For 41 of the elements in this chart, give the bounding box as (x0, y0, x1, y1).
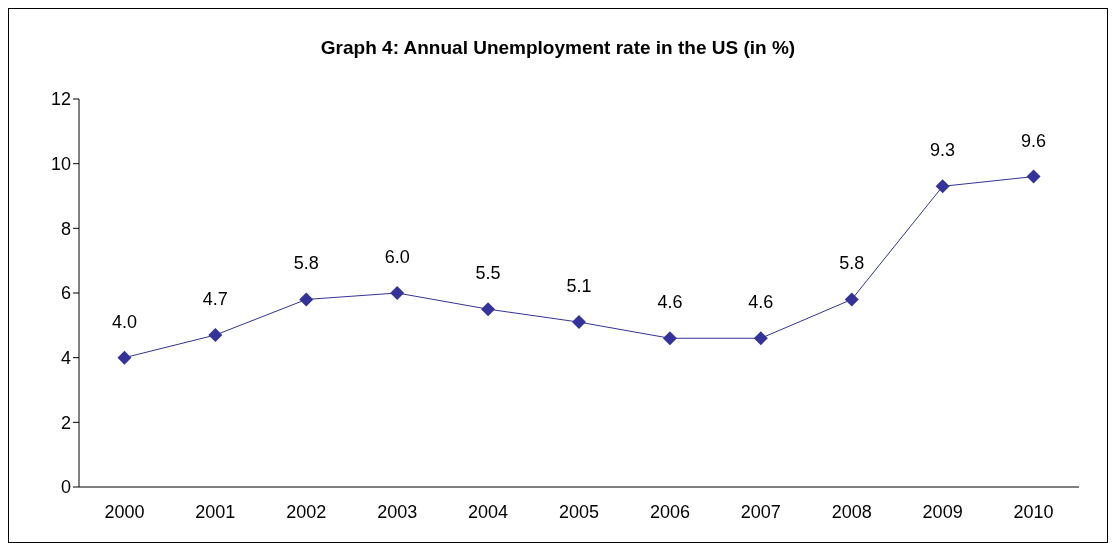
x-tick-label: 2003 (377, 501, 418, 522)
x-tick-label: 2005 (558, 501, 600, 522)
y-tick-label: 4 (60, 348, 71, 369)
data-label: 9.6 (1021, 130, 1047, 151)
data-label: 5.8 (293, 253, 319, 274)
data-label: 5.1 (566, 276, 592, 297)
data-label: 4.7 (202, 289, 228, 310)
data-label: 9.3 (930, 140, 956, 161)
y-tick-label: 6 (60, 283, 71, 304)
y-tick-label: 2 (60, 412, 71, 433)
chart-title: Graph 4: Annual Unemployment rate in the US (in %) (319, 37, 797, 60)
x-tick-label: 2001 (195, 501, 236, 522)
point (662, 331, 677, 346)
x-tick-label: 2004 (468, 501, 509, 522)
point (572, 315, 586, 330)
data-label: 4.6 (657, 292, 683, 313)
point (208, 328, 223, 343)
y-tick-label: 12 (50, 89, 71, 110)
point (753, 331, 768, 346)
x-tick-label: 2007 (740, 501, 781, 522)
x-tick-label: 2008 (831, 501, 872, 522)
data-label: 6.0 (384, 247, 410, 267)
x-tick-label: 2006 (649, 501, 690, 522)
y-tick-label: 8 (60, 218, 71, 239)
y-tick-label: 10 (50, 154, 71, 175)
point (299, 292, 314, 307)
data-label: 5.8 (839, 253, 865, 274)
point (1026, 169, 1041, 184)
x-tick-label: 2010 (1013, 501, 1054, 522)
y-tick-label: 0 (60, 477, 71, 498)
point (844, 292, 859, 307)
data-label: 4.0 (111, 311, 137, 332)
point (117, 350, 132, 365)
data-label: 4.6 (748, 292, 774, 313)
point (935, 179, 950, 194)
point (390, 286, 405, 300)
x-tick-label: 2009 (922, 501, 963, 522)
x-tick-label: 2002 (286, 501, 327, 522)
point (481, 302, 496, 317)
data-label: 5.5 (475, 263, 501, 284)
x-tick-label: 2000 (104, 501, 145, 522)
